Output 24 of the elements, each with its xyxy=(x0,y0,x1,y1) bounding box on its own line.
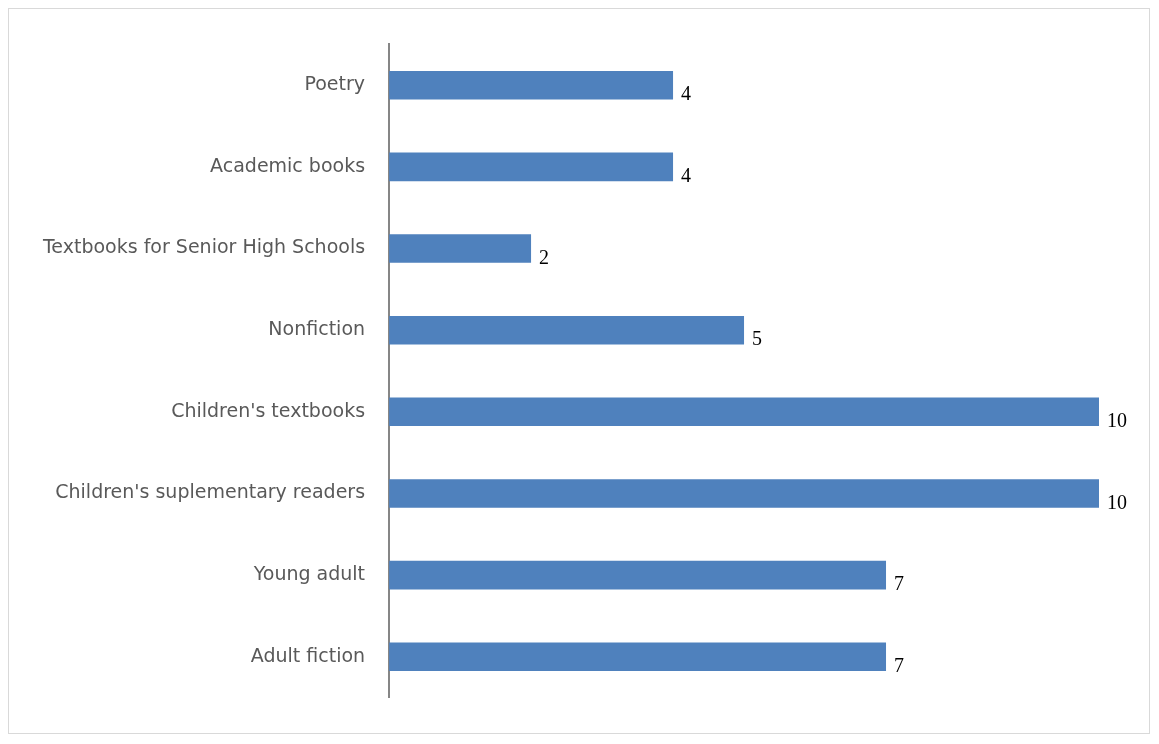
bar xyxy=(389,152,674,182)
y-tick-label: Nonfiction xyxy=(268,317,366,340)
data-label: 7 xyxy=(894,572,905,595)
y-tick-label: Young adult xyxy=(252,562,366,585)
data-label: 10 xyxy=(1107,490,1127,513)
y-tick-label: Children's textbooks xyxy=(171,398,366,421)
bar xyxy=(389,560,887,590)
bar xyxy=(389,479,1099,508)
bar xyxy=(389,234,532,263)
bar xyxy=(389,70,674,100)
data-label: 10 xyxy=(1107,409,1127,432)
data-label: 2 xyxy=(539,245,550,268)
y-tick-label: Adult fiction xyxy=(250,643,366,666)
data-label: 7 xyxy=(894,654,905,677)
y-tick-label: Children's suplementary readers xyxy=(55,480,366,503)
y-tick-label: Textbooks for Senior High Schools xyxy=(41,235,366,258)
data-label: 4 xyxy=(681,164,692,187)
bar xyxy=(389,315,745,345)
bar xyxy=(389,397,1099,427)
bar xyxy=(389,642,887,672)
data-label: 4 xyxy=(681,82,692,105)
y-tick-label: Poetry xyxy=(304,72,366,95)
data-label: 5 xyxy=(752,327,763,350)
y-tick-label: Academic books xyxy=(210,153,366,176)
